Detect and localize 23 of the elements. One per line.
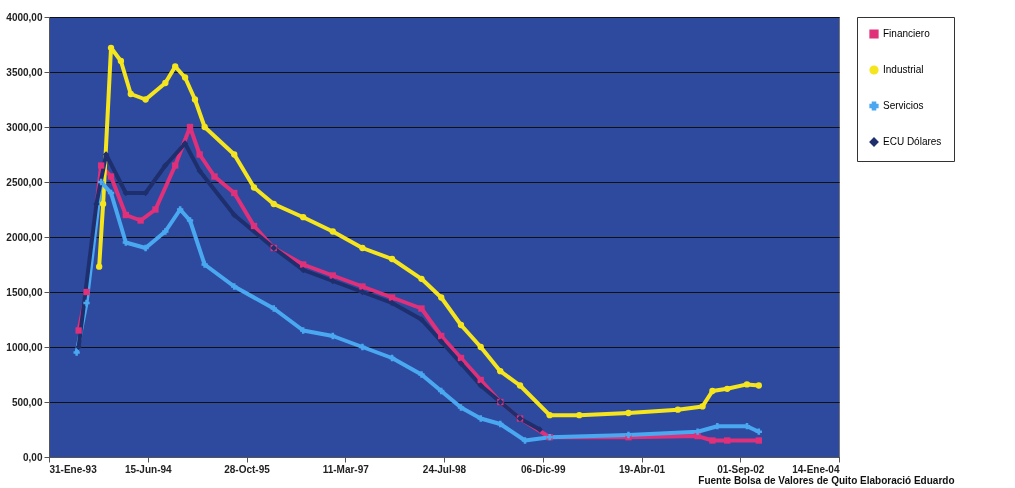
x-tick-label: 01-Sep-02 — [717, 463, 765, 475]
y-tick-label: 1500,00 — [6, 286, 43, 298]
y-tick-label: 2500,00 — [6, 176, 43, 188]
x-tick-label: 28-Oct-95 — [224, 463, 271, 475]
y-tick-label: 1000,00 — [6, 341, 43, 353]
y-tick-label: 3000,00 — [6, 121, 43, 133]
y-tick-label: 0,00 — [23, 451, 43, 463]
legend-label: Industrial — [883, 64, 924, 75]
x-tick-label: 11-Mar-97 — [322, 463, 370, 475]
y-tick-label: 3500,00 — [6, 66, 43, 78]
x-tick-label: 15-Jun-94 — [124, 463, 173, 475]
y-tick-label: 500,00 — [11, 396, 43, 408]
x-tick-label: 06-Dic-99 — [521, 463, 566, 475]
x-tick-label: 31-Ene-93 — [49, 463, 98, 475]
y-tick-label: 2000,00 — [6, 231, 43, 243]
x-tick-label: 14-Ene-04 — [792, 463, 840, 475]
legend-label: Financiero — [883, 28, 931, 39]
x-tick-label: 24-Jul-98 — [422, 463, 467, 475]
x-tick-label: 19-Abr-01 — [618, 463, 666, 475]
legend-label: Servicios — [883, 100, 924, 111]
legend-label: ECU Dólares — [883, 136, 942, 147]
y-tick-label: 4000,00 — [6, 11, 43, 23]
source-note: Fuente Bolsa de Valores de Quito Elaboració Eduardo — [698, 475, 955, 486]
